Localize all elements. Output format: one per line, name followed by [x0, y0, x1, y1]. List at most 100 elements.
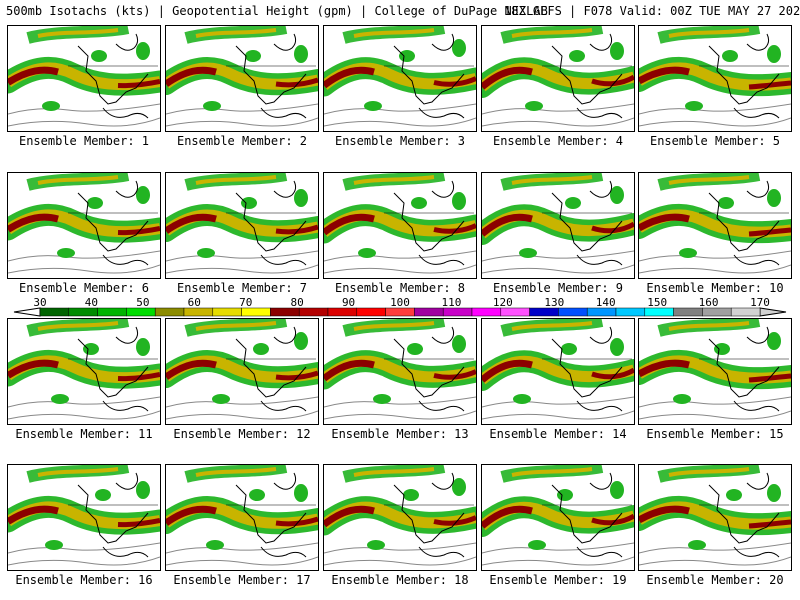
map-frame: [323, 318, 477, 425]
isotach-map: [166, 465, 318, 566]
ensemble-member-label: Ensemble Member: 1: [18, 134, 150, 148]
ensemble-member-label: Ensemble Member: 3: [334, 134, 466, 148]
legend-tick-label: 50: [136, 296, 150, 309]
map-frame: [7, 172, 161, 279]
legend-tick-label: 170: [750, 296, 770, 309]
isotach-map: [639, 173, 791, 274]
legend-swatch: [702, 307, 732, 317]
ensemble-member-label: Ensemble Member: 5: [649, 134, 781, 148]
isotach-map: [166, 26, 318, 127]
ensemble-member-label: Ensemble Member: 15: [646, 427, 784, 441]
legend-colorbar: [13, 307, 787, 317]
legend-swatch: [586, 307, 617, 317]
legend-swatch: [385, 307, 415, 317]
map-frame: [7, 318, 161, 425]
ensemble-member-label: Ensemble Member: 17: [173, 573, 311, 587]
ensemble-member-label: Ensemble Member: 13: [331, 427, 469, 441]
isotach-map: [166, 319, 318, 420]
isotach-map: [8, 465, 160, 566]
isotach-map: [639, 319, 791, 420]
isotach-map: [324, 26, 476, 127]
map-frame: [638, 172, 792, 279]
map-frame: [165, 25, 319, 132]
legend-tick-label: 80: [290, 296, 304, 309]
isotach-map: [482, 465, 634, 566]
isotach-map: [482, 173, 634, 274]
legend-tick-label: 130: [544, 296, 565, 309]
isotach-map: [324, 465, 476, 566]
legend-swatch: [327, 307, 358, 317]
product-title: 500mb Isotachs (kts) | Geopotential Heig…: [6, 4, 548, 18]
legend-swatch: [356, 307, 386, 317]
legend-tick-label: 60: [187, 296, 201, 309]
ensemble-member-label: Ensemble Member: 9: [492, 281, 624, 295]
legend-tick-label: 120: [492, 296, 513, 309]
legend-tick-label: 70: [239, 296, 253, 309]
legend-tick-label: 160: [698, 296, 719, 309]
legend-swatch: [39, 307, 70, 317]
legend-swatch: [68, 307, 98, 317]
isotach-map: [482, 319, 634, 420]
isotach-map: [482, 26, 634, 127]
map-frame: [165, 172, 319, 279]
legend-tick-label: 140: [595, 296, 616, 309]
ensemble-member-label: Ensemble Member: 12: [173, 427, 311, 441]
map-frame: [323, 172, 477, 279]
legend-tick-label: 100: [390, 296, 410, 309]
ensemble-member-label: Ensemble Member: 10: [646, 281, 784, 295]
ensemble-member-label: Ensemble Member: 19: [489, 573, 627, 587]
map-frame: [481, 25, 635, 132]
ensemble-member-label: Ensemble Member: 14: [489, 427, 627, 441]
map-frame: [165, 464, 319, 571]
isotach-map: [166, 173, 318, 274]
isotach-map: [639, 465, 791, 566]
legend-swatch: [212, 307, 242, 317]
legend-left-arrow: [13, 307, 41, 317]
map-frame: [7, 464, 161, 571]
legend-swatch: [558, 307, 588, 317]
ensemble-member-label: Ensemble Member: 18: [331, 573, 469, 587]
legend-swatch: [241, 307, 271, 317]
legend-swatch: [442, 307, 473, 317]
legend-tick-label: 40: [84, 296, 99, 309]
ensemble-member-label: Ensemble Member: 16: [15, 573, 153, 587]
legend-swatch: [615, 307, 646, 317]
ensemble-member-label: Ensemble Member: 2: [176, 134, 308, 148]
legend-swatch: [183, 307, 214, 317]
isotach-map: [8, 26, 160, 127]
legend-swatch: [97, 307, 127, 317]
map-frame: [323, 464, 477, 571]
legend-swatch: [644, 307, 674, 317]
isotach-color-legend: 30 40 50 60 70 80 90 100 110 120 130 140 150 160 170: [0, 296, 800, 320]
map-frame: [481, 318, 635, 425]
legend-swatch: [500, 307, 530, 317]
legend-swatch: [730, 307, 761, 317]
legend-swatch: [414, 307, 444, 317]
isotach-map: [8, 173, 160, 274]
legend-swatch: [471, 307, 502, 317]
legend-swatch: [154, 307, 185, 317]
legend-swatch: [673, 307, 703, 317]
legend-tick-label: 90: [341, 296, 356, 309]
ensemble-member-label: Ensemble Member: 8: [334, 281, 466, 295]
isotach-map: [324, 173, 476, 274]
isotach-map: [324, 319, 476, 420]
legend-tick-label: 110: [441, 296, 462, 309]
ensemble-member-label: Ensemble Member: 6: [18, 281, 150, 295]
map-frame: [7, 25, 161, 132]
header: 500mb Isotachs (kts) | Geopotential Heig…: [0, 0, 800, 22]
legend-right-arrow: [759, 307, 787, 317]
legend-swatch: [529, 307, 559, 317]
map-frame: [638, 318, 792, 425]
map-frame: [481, 172, 635, 279]
isotach-map: [8, 319, 160, 420]
ensemble-member-label: Ensemble Member: 20: [646, 573, 784, 587]
ensemble-member-label: Ensemble Member: 4: [492, 134, 624, 148]
map-frame: [638, 25, 792, 132]
ensemble-member-label: Ensemble Member: 7: [176, 281, 308, 295]
run-valid-time: 18Z GEFS | F078 Valid: 00Z TUE MAY 27 20…: [504, 4, 800, 18]
map-frame: [638, 464, 792, 571]
legend-swatch: [298, 307, 329, 317]
map-frame: [323, 25, 477, 132]
legend-swatch: [270, 307, 300, 317]
